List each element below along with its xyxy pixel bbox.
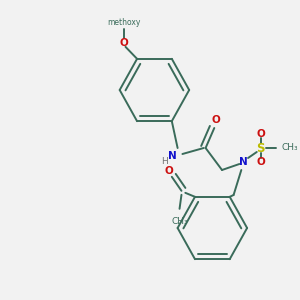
Text: methoxy: methoxy [107,18,140,27]
Text: CH₃: CH₃ [171,217,188,226]
Text: O: O [256,129,265,139]
Text: N: N [168,151,177,161]
Text: N: N [239,157,248,167]
Text: S: S [256,142,265,154]
Text: O: O [119,38,128,48]
Text: O: O [164,166,173,176]
Text: O: O [256,157,265,167]
Text: CH₃: CH₃ [282,143,298,152]
Text: H: H [161,158,167,166]
Text: O: O [212,115,220,125]
